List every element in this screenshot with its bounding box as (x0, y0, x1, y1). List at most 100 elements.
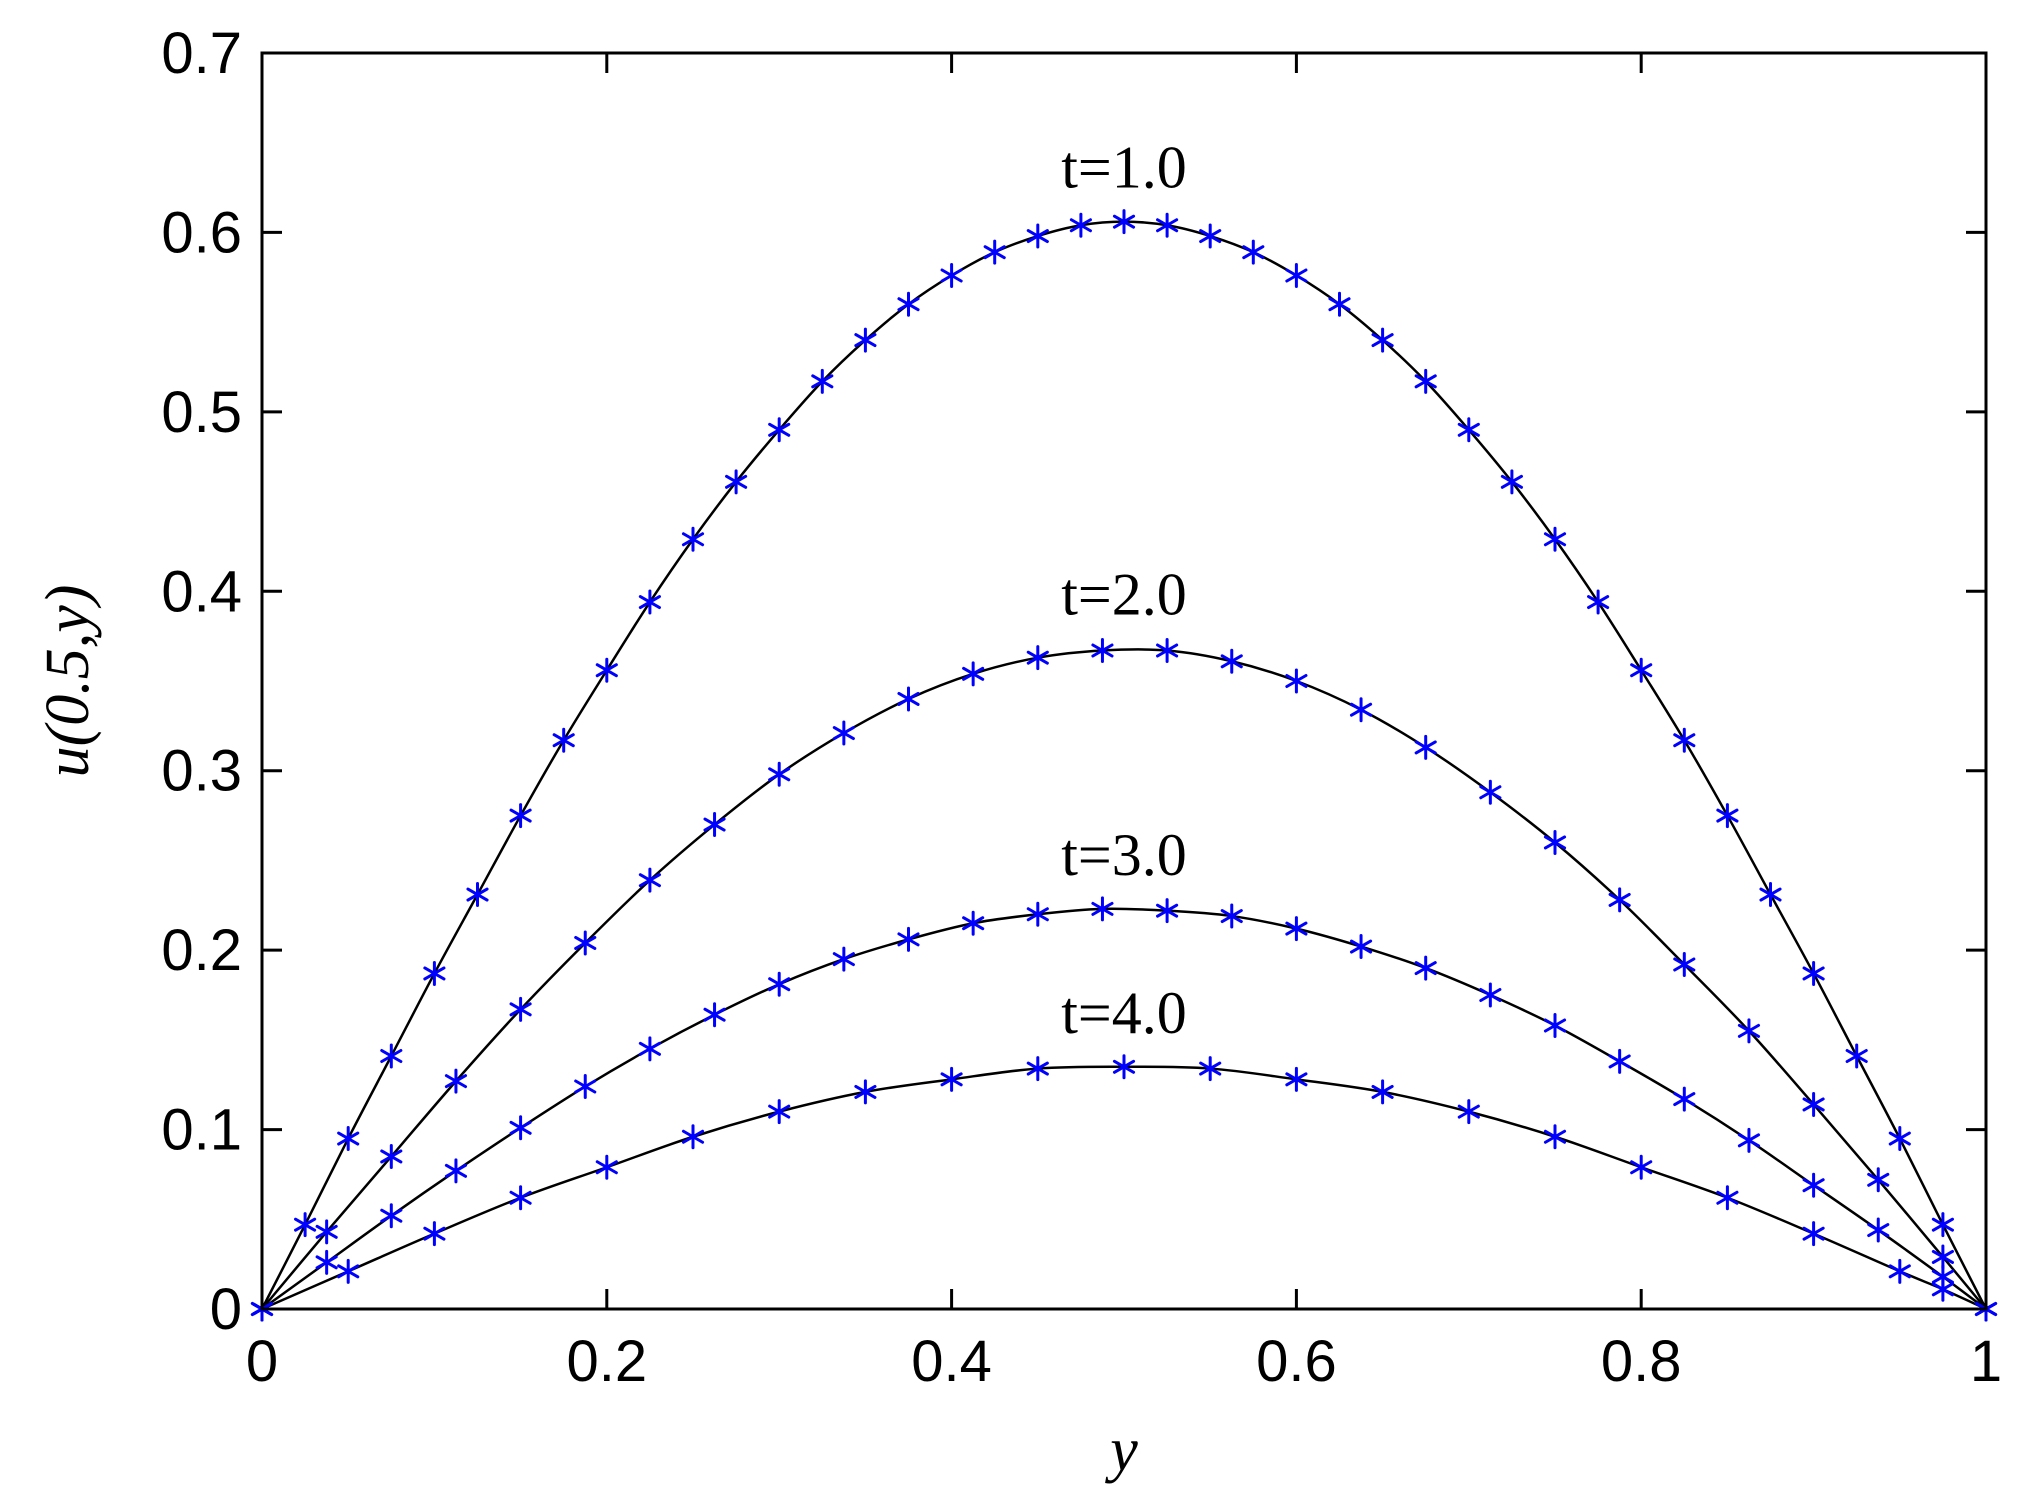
data-point (1802, 1091, 1825, 1117)
data-point (962, 661, 985, 687)
data-point (1737, 1018, 1761, 1044)
data-point (1414, 734, 1437, 760)
series-line (261, 907, 1987, 1311)
data-point (595, 657, 618, 683)
x-tick-label: 1 (1970, 1329, 2002, 1394)
x-tick-label: 0.8 (1601, 1329, 1682, 1394)
plot-frame (260, 51, 1988, 1311)
data-point (380, 1043, 403, 1069)
data-point (1285, 916, 1308, 942)
data-point (854, 327, 877, 353)
data-point (854, 1079, 877, 1105)
x-axis-label: y (1104, 1416, 1138, 1484)
data-point (1931, 1212, 1954, 1238)
data-point (1242, 239, 1265, 265)
data-point (1285, 668, 1308, 694)
data-point (315, 1249, 338, 1275)
data-point (811, 368, 834, 394)
data-point (1026, 1056, 1049, 1082)
data-point (1328, 291, 1351, 317)
series-annotation: t=4.0 (1061, 980, 1187, 1046)
data-point (1931, 1276, 1954, 1302)
data-point (638, 1036, 661, 1062)
data-point (574, 930, 597, 956)
data-point (1630, 1154, 1653, 1180)
x-tick-label: 0.2 (566, 1329, 647, 1394)
data-point (681, 1124, 705, 1150)
y-tick-labels: 0 0.1 0.2 0.3 0.4 0.5 0.6 0.7 (161, 21, 242, 1342)
series-line (261, 1065, 1987, 1311)
data-point (1802, 960, 1825, 986)
y-tick-label: 0.5 (161, 380, 242, 445)
data-point (1543, 1124, 1567, 1150)
data-point (1026, 223, 1049, 249)
data-point (552, 727, 575, 753)
data-point (681, 526, 705, 552)
data-point (1285, 262, 1308, 288)
data-point (595, 1154, 618, 1180)
data-point (1500, 469, 1523, 495)
data-point (1156, 637, 1179, 663)
data-point (1112, 209, 1136, 235)
data-point (1673, 1086, 1696, 1112)
data-point (1759, 882, 1782, 908)
data-point (1414, 955, 1437, 981)
data-point (423, 1221, 446, 1247)
data-point (832, 946, 855, 972)
data-point (1608, 1048, 1631, 1074)
data-point (1414, 368, 1437, 394)
data-point (380, 1203, 403, 1229)
data-point (940, 1066, 963, 1092)
series-annotation: t=3.0 (1061, 822, 1187, 888)
x-tick-label: 0.4 (911, 1329, 992, 1394)
data-point (1026, 645, 1049, 671)
y-tick-label: 0.1 (161, 1098, 242, 1163)
y-tick-label: 0 (210, 1277, 242, 1342)
series-line (261, 648, 1987, 1310)
data-point (1091, 896, 1114, 922)
data-point (1543, 1013, 1567, 1039)
data-point (1220, 648, 1243, 674)
data-point (897, 291, 920, 317)
data-point (1867, 1217, 1890, 1243)
data-point (337, 1126, 360, 1152)
data-point (294, 1212, 317, 1238)
data-point (1888, 1126, 1911, 1152)
data-point (1543, 526, 1567, 552)
data-point (768, 1099, 791, 1125)
data-point (638, 867, 661, 893)
data-point (1220, 903, 1243, 929)
data-point (1479, 982, 1502, 1008)
data-point (832, 720, 855, 746)
y-tick-label: 0.2 (161, 918, 242, 983)
data-point (1091, 637, 1114, 663)
data-point (423, 960, 446, 986)
data-point (1199, 223, 1222, 249)
data-point (1285, 1066, 1308, 1092)
data-point (1802, 1172, 1825, 1198)
data-point (897, 686, 920, 712)
data-point (768, 761, 791, 787)
data-point (337, 1258, 360, 1284)
data-point (509, 996, 532, 1022)
data-point (703, 1002, 726, 1028)
data-point (1888, 1258, 1911, 1284)
y-tick-label: 0.4 (161, 559, 242, 624)
data-point (1199, 1056, 1222, 1082)
data-point (1349, 934, 1373, 960)
data-point (1716, 803, 1739, 829)
data-point (1349, 697, 1373, 723)
data-point (1371, 327, 1394, 353)
data-point (768, 971, 791, 997)
data-point (962, 910, 985, 936)
series-annotations: t=1.0 t=2.0 t=3.0 t=4.0 (1061, 135, 1187, 1046)
x-tick-label: 0.6 (1256, 1329, 1337, 1394)
data-point (725, 469, 748, 495)
data-point (509, 1185, 532, 1211)
data-point (1543, 829, 1567, 855)
data-point (768, 417, 791, 443)
y-axis-label: u(0.5,y) (34, 585, 102, 778)
y-tick-label: 0.7 (161, 21, 242, 86)
